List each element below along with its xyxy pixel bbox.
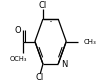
Text: CH₃: CH₃	[83, 39, 96, 44]
Text: Cl: Cl	[35, 73, 44, 82]
Text: OCH₃: OCH₃	[10, 56, 27, 62]
Text: Cl: Cl	[39, 1, 47, 10]
Text: O: O	[15, 26, 21, 35]
Text: N: N	[61, 60, 67, 68]
